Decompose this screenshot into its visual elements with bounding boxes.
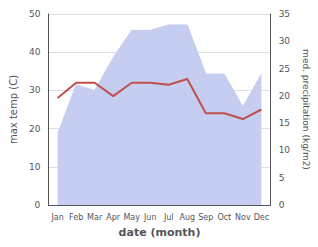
svg-text:30: 30 (279, 36, 291, 46)
svg-text:Jun: Jun (143, 213, 157, 222)
svg-text:Oct: Oct (217, 213, 231, 222)
svg-text:Mar: Mar (87, 213, 103, 222)
svg-text:20: 20 (29, 124, 41, 134)
svg-text:Jul: Jul (163, 213, 174, 222)
svg-text:May: May (123, 213, 140, 222)
svg-text:10: 10 (279, 145, 291, 155)
svg-text:35: 35 (279, 9, 290, 19)
svg-text:Nov: Nov (235, 213, 251, 222)
svg-text:25: 25 (279, 64, 290, 74)
svg-text:5: 5 (279, 173, 285, 183)
svg-text:Dec: Dec (254, 213, 269, 222)
svg-text:Sep: Sep (198, 213, 213, 222)
svg-text:10: 10 (29, 162, 41, 172)
svg-text:20: 20 (279, 91, 291, 101)
svg-text:date (month): date (month) (119, 226, 201, 239)
svg-text:50: 50 (29, 9, 41, 19)
svg-text:0: 0 (279, 200, 285, 210)
svg-text:0: 0 (35, 200, 41, 210)
svg-text:30: 30 (29, 85, 41, 95)
svg-text:Apr: Apr (106, 213, 121, 222)
svg-text:Aug: Aug (179, 213, 195, 222)
svg-text:med. precipitation (kg/m2): med. precipitation (kg/m2) (301, 49, 311, 170)
svg-text:15: 15 (279, 118, 290, 128)
svg-text:Jan: Jan (50, 213, 63, 222)
svg-text:40: 40 (29, 47, 41, 57)
svg-text:Feb: Feb (69, 213, 83, 222)
svg-text:max temp (C): max temp (C) (8, 75, 19, 144)
